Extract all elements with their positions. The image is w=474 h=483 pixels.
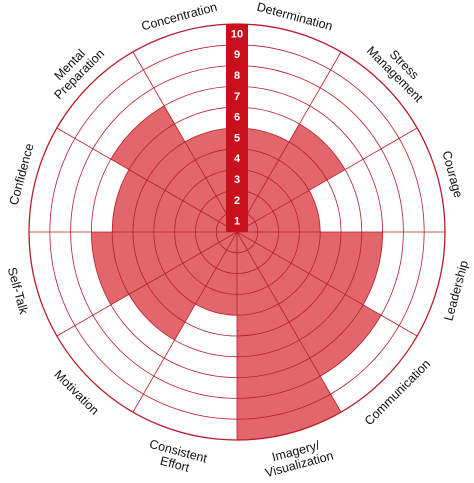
wedge-concentration (185, 128, 237, 232)
scale-bar (226, 24, 248, 232)
wedge-mental-preparation (110, 105, 237, 232)
ring-label-8: 8 (234, 70, 240, 82)
category-label-leadership: Leadership (441, 259, 471, 322)
ring-label-7: 7 (234, 91, 240, 103)
grid-spoke-5 (236, 231, 418, 337)
ring-label-10: 10 (231, 28, 243, 40)
wedge-determination (237, 128, 289, 232)
grid-spoke-2 (236, 51, 342, 233)
category-label-determination: Determination (255, 0, 334, 33)
wedge-leadership (237, 232, 383, 305)
grid-spoke-8 (132, 231, 238, 413)
wedge-self-talk (91, 232, 238, 305)
category-label-communication: Communication (362, 357, 433, 428)
wedge-courage (237, 190, 321, 232)
category-label-self-talk: Self-Talk (5, 266, 31, 317)
category-label-motivation: Motivation (51, 367, 101, 417)
ring-label-6: 6 (234, 112, 240, 124)
grid-spoke-6 (236, 231, 342, 413)
grid-spoke-11 (56, 127, 238, 233)
category-label-line: Motivation (51, 367, 101, 417)
category-label-line: Communication (362, 357, 433, 428)
category-label-courage: Courage (439, 149, 465, 199)
wedge-consistent-effort (195, 232, 237, 316)
grid-spoke-9 (56, 231, 238, 337)
wedge-communication (237, 232, 382, 377)
category-label-line: Determination (255, 0, 334, 33)
ring-label-2: 2 (234, 195, 240, 207)
category-label-line: Courage (439, 149, 465, 199)
ring-label-1: 1 (234, 216, 240, 228)
wedge-imagery-visualization (237, 232, 341, 440)
wedge-confidence (112, 169, 237, 232)
category-label-line: Concentration (140, 0, 219, 33)
ring-label-9: 9 (234, 49, 240, 61)
wedge-motivation (128, 232, 237, 341)
category-label-imagery-visualization: Imagery/Visualization (264, 438, 335, 480)
wedge-stress-management (237, 123, 346, 232)
category-label-line: Leadership (441, 259, 471, 322)
ring-label-3: 3 (234, 174, 240, 186)
category-label-line: Self-Talk (5, 266, 31, 317)
grid-spoke-12 (132, 51, 238, 233)
ring-label-5: 5 (234, 132, 240, 144)
ring-label-4: 4 (234, 153, 241, 165)
grid-spoke-3 (236, 127, 418, 233)
category-label-concentration: Concentration (140, 0, 219, 33)
